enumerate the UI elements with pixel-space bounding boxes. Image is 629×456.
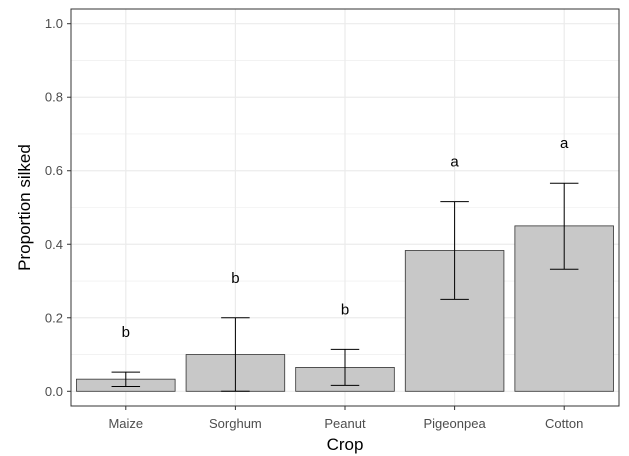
x-tick-label: Pigeonpea <box>424 416 487 431</box>
y-tick-label: 0.6 <box>45 163 63 178</box>
significance-label-cotton: a <box>560 135 569 152</box>
x-tick-label: Sorghum <box>209 416 262 431</box>
y-tick-label: 0.8 <box>45 90 63 105</box>
y-tick-label: 0.2 <box>45 310 63 325</box>
error-bars <box>111 182 579 392</box>
x-axis-title: Crop <box>327 435 364 454</box>
x-axis-ticks: Maize Sorghum Peanut Pigeonpea Cotton <box>108 406 583 431</box>
error-bar-pigeonpea <box>440 201 469 300</box>
error-bar-sorghum <box>221 317 250 392</box>
significance-label-peanut: b <box>341 301 349 318</box>
y-tick-label: 0.4 <box>45 237 63 252</box>
significance-label-pigeonpea: a <box>450 154 459 171</box>
error-bar-cotton <box>549 182 579 270</box>
x-tick-label: Peanut <box>324 416 366 431</box>
y-axis-title: Proportion silked <box>15 144 34 271</box>
y-tick-label: 1.0 <box>45 16 63 31</box>
error-bar-peanut <box>330 348 360 386</box>
significance-label-sorghum: b <box>231 270 239 287</box>
y-axis-ticks: 0.0 0.2 0.4 0.6 0.8 1.0 <box>45 16 71 399</box>
x-tick-label: Cotton <box>545 416 583 431</box>
x-tick-label: Maize <box>108 416 143 431</box>
significance-labels: b b b a a <box>122 135 569 341</box>
error-bar-maize <box>111 371 141 388</box>
significance-label-maize: b <box>122 324 130 341</box>
y-tick-label: 0.0 <box>45 384 63 399</box>
